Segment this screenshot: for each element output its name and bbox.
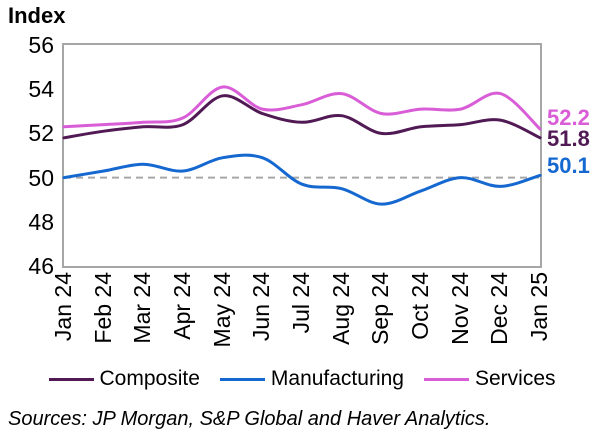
legend-item-manufacturing: Manufacturing xyxy=(219,367,404,391)
services-line xyxy=(62,85,542,131)
composite-line xyxy=(62,94,542,140)
manufacturing-end-value-label: 50.1 xyxy=(547,153,590,179)
legend-label: Services xyxy=(474,367,556,390)
y-tick-label: 46 xyxy=(28,253,54,279)
source-note: Sources: JP Morgan, S&P Global and Haver… xyxy=(8,408,491,430)
composite-end-value-label: 51.8 xyxy=(547,125,590,151)
legend-label: Composite xyxy=(99,367,200,390)
y-tick-label: 50 xyxy=(28,164,54,191)
chart-title: Index xyxy=(8,3,66,28)
services-legend-swatch xyxy=(423,377,469,381)
y-tick-label: 56 xyxy=(28,32,54,58)
manufacturing-legend-swatch xyxy=(219,377,265,381)
composite-legend-swatch xyxy=(48,377,94,381)
legend-item-services: Services xyxy=(423,367,556,391)
y-tick-label: 48 xyxy=(28,208,54,235)
y-tick-label: 54 xyxy=(28,76,54,103)
legend-item-composite: Composite xyxy=(48,367,200,391)
legend: Composite Manufacturing Services xyxy=(0,367,604,391)
y-tick-label: 52 xyxy=(28,120,54,147)
legend-label: Manufacturing xyxy=(270,367,404,390)
plot-area xyxy=(62,43,542,268)
services-end-value-label: 52.2 xyxy=(547,104,590,130)
manufacturing-line xyxy=(62,153,542,206)
